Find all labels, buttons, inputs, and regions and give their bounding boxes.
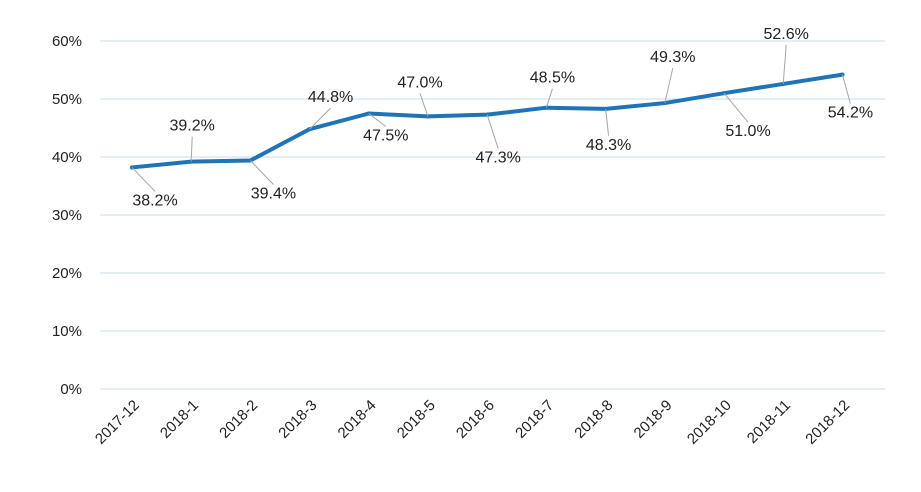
data-label: 47.3% [476, 150, 521, 167]
data-label: 39.2% [170, 118, 215, 135]
y-tick-label: 40% [52, 149, 82, 166]
label-leader [486, 114, 499, 149]
label-leader [841, 74, 851, 104]
label-leader [723, 92, 749, 123]
data-label: 47.0% [397, 74, 442, 91]
data-labels: 38.2% 39.2% 39.4% 44.8% 47.5% 47.0% 47.3% 48.5%… [132, 26, 873, 210]
gridlines [100, 40, 885, 390]
x-tick-label: 2018-7 [512, 397, 557, 442]
label-leader [782, 44, 787, 84]
data-label: 44.8% [308, 89, 353, 106]
data-label: 51.0% [725, 123, 770, 140]
label-leader [190, 136, 193, 162]
label-leader [419, 93, 429, 117]
label-leader [250, 160, 274, 185]
x-tick-label: 2018-2 [216, 397, 261, 442]
x-tick-label: 2017-12 [92, 397, 143, 448]
data-label: 38.2% [132, 192, 177, 209]
data-label: 39.4% [251, 185, 296, 202]
y-tick-label: 60% [52, 33, 82, 50]
data-label: 49.3% [650, 49, 695, 66]
label-leader [131, 167, 156, 192]
label-leader [368, 113, 387, 127]
x-tick-label: 2018-5 [394, 397, 439, 442]
x-tick-label: 2018-6 [453, 397, 498, 442]
x-tick-label: 2018-9 [631, 397, 676, 442]
y-tick-label: 20% [52, 265, 82, 282]
label-leader [605, 108, 610, 136]
x-tick-label: 2018-4 [335, 397, 380, 442]
y-tick-label: 50% [52, 91, 82, 108]
data-label: 52.6% [764, 26, 809, 43]
data-label: 47.5% [363, 128, 408, 145]
x-tick-label: 2018-8 [571, 397, 616, 442]
data-label: 48.3% [586, 137, 631, 154]
y-tick-label: 30% [52, 207, 82, 224]
label-leader [664, 67, 674, 104]
x-tick-label: 2018-11 [744, 397, 794, 447]
y-tick-label: 10% [52, 323, 82, 340]
x-tick-label: 2018-10 [684, 397, 735, 448]
data-label: 54.2% [828, 105, 873, 122]
data-label: 48.5% [530, 70, 575, 87]
x-tick-label: 2018-12 [802, 397, 853, 448]
y-axis-ticks: 0% 10% 20% 30% 40% 50% 60% [52, 33, 82, 398]
x-axis-ticks: 2017-12 2018-1 2018-2 2018-3 2018-4 2018-5 201… [92, 397, 853, 448]
label-leader [545, 88, 553, 108]
x-tick-label: 2018-1 [157, 397, 202, 442]
label-leader [309, 107, 331, 130]
y-tick-label: 0% [60, 381, 82, 398]
label-leaders [131, 44, 851, 192]
x-tick-label: 2018-3 [275, 397, 320, 442]
